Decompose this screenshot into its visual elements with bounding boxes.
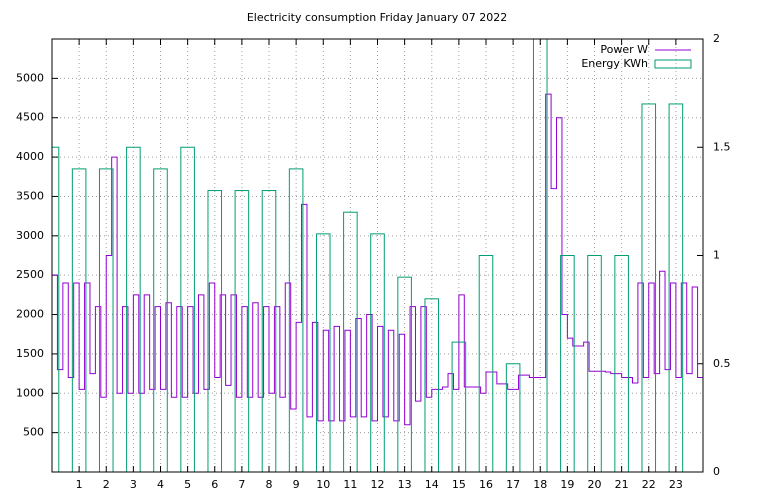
x-tick-label: 6 [211, 478, 218, 491]
x-tick-label: 22 [642, 478, 656, 491]
energy-box [126, 146, 141, 472]
y-tick-label: 4000 [16, 150, 44, 163]
x-tick-label: 16 [479, 478, 493, 491]
y-tick-label: 500 [23, 426, 44, 439]
x-tick-label: 18 [533, 478, 547, 491]
y-tick-label: 4500 [16, 111, 44, 124]
energy-box [71, 168, 87, 472]
energy-box [153, 168, 168, 472]
x-tick-label: 14 [425, 478, 439, 491]
x-tick-label: 3 [130, 478, 137, 491]
x-tick-label: 17 [506, 478, 520, 491]
energy-box [52, 146, 60, 472]
x-tick-label: 13 [398, 478, 412, 491]
energy-box [478, 255, 494, 472]
energy-box [505, 363, 521, 472]
y2-tick-label: 1 [713, 249, 720, 262]
x-tick-label: 7 [238, 478, 245, 491]
y2-tick-label: 2 [713, 32, 720, 45]
x-tick-label: 2 [103, 478, 110, 491]
x-tick-label: 8 [266, 478, 273, 491]
x-tick-label: 1 [76, 478, 83, 491]
energy-box [261, 190, 277, 472]
y-tick-label: 3000 [16, 229, 44, 242]
x-tick-label: 12 [371, 478, 385, 491]
energy-box [234, 190, 250, 472]
y2-tick-label: 1.5 [713, 140, 731, 153]
power-line [52, 93, 703, 426]
x-tick-label: 21 [615, 478, 629, 491]
energy-box [98, 168, 114, 472]
x-tick-label: 11 [343, 478, 357, 491]
x-tick-label: 4 [157, 478, 164, 491]
y-tick-label: 2000 [16, 308, 44, 321]
energy-box [370, 233, 385, 472]
y-tick-label: 1000 [16, 386, 44, 399]
y-tick-label: 1500 [16, 347, 44, 360]
plot-border [51, 38, 704, 473]
energy-box [560, 255, 575, 472]
energy-box [451, 341, 467, 472]
legend-label: Power W [600, 43, 648, 56]
energy-box [315, 233, 331, 472]
y-tick-label: 5000 [16, 71, 44, 84]
x-tick-label: 19 [560, 478, 574, 491]
energy-box [207, 190, 223, 472]
legend-swatch [654, 59, 692, 69]
energy-box [614, 255, 629, 472]
energy-box [288, 168, 304, 472]
energy-box [424, 298, 440, 472]
y-tick-label: 3500 [16, 189, 44, 202]
x-tick-label: 20 [588, 478, 602, 491]
y2-tick-label: 0.5 [713, 357, 731, 370]
x-tick-label: 5 [184, 478, 191, 491]
y-tick-label: 2500 [16, 268, 44, 281]
chart-title: Electricity consumption Friday January 0… [247, 11, 507, 24]
x-tick-label: 9 [293, 478, 300, 491]
energy-box [532, 39, 548, 472]
x-tick-label: 23 [669, 478, 683, 491]
x-tick-label: 10 [316, 478, 330, 491]
energy-box [587, 255, 602, 472]
legend-label: Energy KWh [581, 57, 648, 70]
energy-box [397, 276, 412, 472]
y2-tick-label: 0 [713, 465, 720, 478]
x-tick-label: 15 [452, 478, 466, 491]
energy-box [180, 146, 195, 472]
